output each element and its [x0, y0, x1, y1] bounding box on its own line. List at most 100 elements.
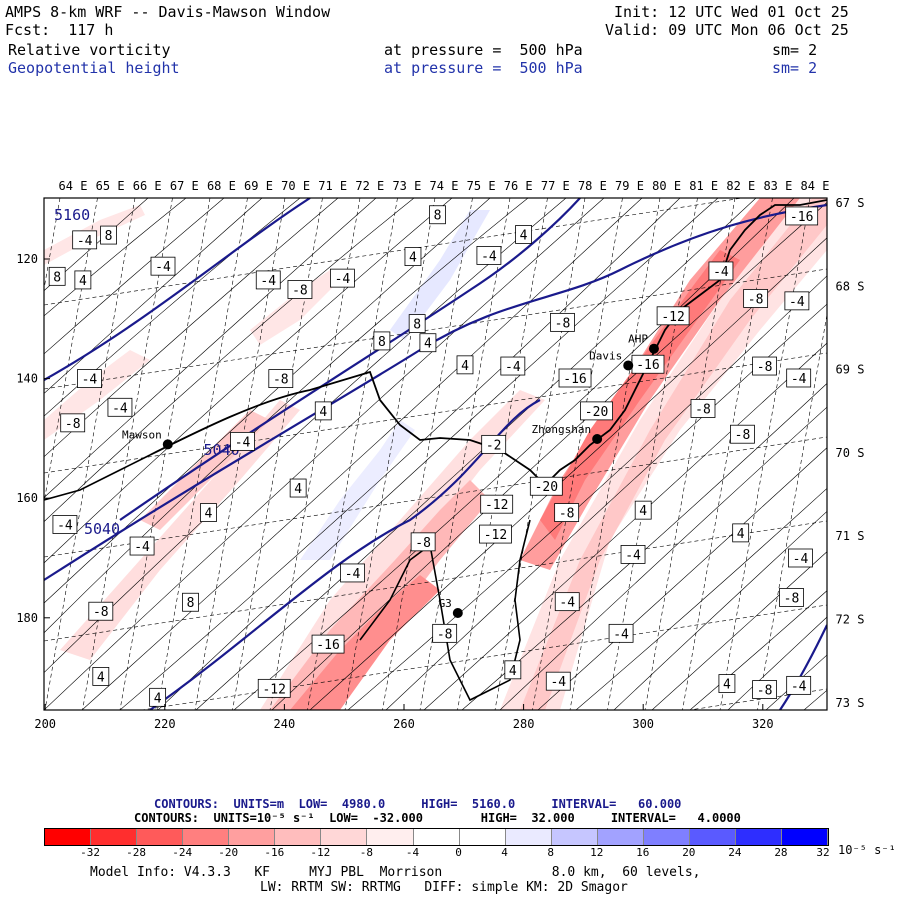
lon-label: 69 E [244, 179, 273, 193]
color-bar-segment [459, 829, 506, 845]
vorticity-label-box [690, 399, 716, 418]
vorticity-label: -8 [437, 627, 453, 642]
vorticity-label-box [580, 401, 613, 421]
vorticity-label-box [634, 500, 652, 520]
vorticity-label-box [730, 424, 755, 444]
vorticity-label-box [786, 675, 812, 695]
color-bar-segment [413, 829, 460, 845]
color-bar-segment [782, 829, 829, 845]
color-bar-value: -16 [264, 846, 285, 859]
color-bar-value: -12 [310, 846, 331, 859]
color-bar-segment [505, 829, 552, 845]
vorticity-label: 4 [520, 228, 528, 243]
color-bar-segment [275, 829, 322, 845]
vorticity-label: -20 [585, 405, 608, 420]
vorticity-label-box [432, 623, 458, 643]
vorticity-label: -8 [735, 428, 751, 443]
color-bar-segment [551, 829, 598, 845]
height-contour [779, 624, 827, 710]
color-bar-unit: 10⁻⁵ s⁻¹ [838, 843, 896, 857]
lat-label: 69 S [836, 363, 865, 377]
vorticity-label: -4 [505, 360, 521, 375]
lat-label: 72 S [836, 613, 865, 627]
vorticity-label: -8 [695, 402, 711, 417]
color-bar-segment [367, 829, 414, 845]
vorticity-label: 4 [509, 664, 517, 679]
vorticity-label-box [732, 523, 750, 543]
lon-label: 84 E [801, 179, 830, 193]
color-bar-value: -32 [80, 846, 100, 859]
vorticity-label-box [784, 291, 810, 311]
vorticity-label-box [785, 206, 819, 226]
color-bar-value: -28 [126, 846, 147, 859]
vorticity-label-box [456, 355, 474, 375]
x-tick-label: 300 [632, 717, 654, 731]
vorticity-label: -8 [559, 507, 575, 522]
map-title: AMPS 8-km WRF -- Davis-Mawson Window [5, 3, 331, 21]
color-bar-value: 4 [501, 846, 508, 859]
vorticity-label-box [504, 660, 522, 680]
vorticity-label: -8 [65, 417, 81, 432]
station-label: G3 [439, 597, 452, 610]
vorticity-label-box [752, 356, 777, 376]
vorticity-label: -4 [155, 260, 171, 275]
color-bar-segment [137, 829, 184, 845]
lon-label: 72 E [355, 179, 384, 193]
y-tick-label: 180 [16, 611, 38, 625]
vorticity-label: 4 [639, 504, 647, 519]
height-contour [44, 198, 311, 381]
lon-label: 80 E [652, 179, 681, 193]
vorticity-label-box [529, 476, 563, 496]
vorticity-label: 4 [154, 691, 162, 706]
vorticity-label-box [287, 280, 313, 299]
y-tick-label: 140 [16, 372, 38, 386]
vorticity-label-box [545, 671, 571, 691]
vorticity-label: 8 [187, 596, 195, 611]
vorticity-label-box [743, 289, 769, 308]
station-marker [592, 433, 603, 444]
field1-name: Relative vorticity [8, 41, 171, 59]
height-label: 5040 [84, 520, 120, 538]
x-tick-label: 260 [393, 717, 415, 731]
vorticity-label: -16 [636, 358, 659, 373]
vorticity-label: -4 [82, 373, 98, 388]
color-bar-value: -4 [405, 846, 420, 859]
vorticity-label-box [77, 369, 102, 388]
vorticity-label-box [550, 312, 575, 332]
height-contour [149, 399, 541, 710]
model-info: Model Info: V4.3.3 KF MYJ PBL Morrison 8… [90, 865, 701, 880]
vorticity-label-box [230, 431, 255, 451]
init-time: Init: 12 UTC Wed 01 Oct 25 [614, 3, 849, 21]
lon-label: 73 E [392, 179, 421, 193]
vorticity-label-box [150, 256, 176, 276]
vorticity-label-box [314, 401, 332, 421]
vorticity-label: -4 [481, 249, 497, 264]
station-marker [623, 360, 634, 371]
coastline-west [44, 454, 151, 501]
vorticity-label: -4 [789, 295, 805, 310]
vorticity-label: 4 [737, 527, 745, 542]
lat-label: 67 S [836, 196, 865, 210]
station-label: Davis [589, 349, 622, 362]
color-bar-segment [321, 829, 368, 845]
vorticity-label-box [500, 356, 526, 376]
vorticity-label-box [480, 494, 514, 514]
vorticity-label-box [419, 333, 437, 353]
color-bar-segment [45, 829, 92, 845]
station-marker [648, 343, 659, 354]
vorticity-label: -4 [793, 552, 809, 567]
lon-label: 82 E [726, 179, 755, 193]
vorticity-label-box [72, 230, 98, 250]
vorticity-label-box [200, 503, 217, 522]
vorticity-label-box [788, 548, 813, 568]
vorticity-label: -8 [757, 684, 773, 699]
vorticity-label-box [554, 592, 580, 612]
color-bar-labels: -32 -28 -24 -20 -16 -12 -8 -4 0 4 8 12 16 20 24 28 32 [44, 846, 844, 860]
vorticity-label-box [479, 524, 512, 544]
vorticity-label: -4 [613, 627, 629, 642]
color-bar-value: 8 [547, 846, 554, 859]
x-tick-label: 240 [274, 717, 296, 731]
vorticity-label: -4 [57, 519, 73, 534]
station-label: AHP [628, 333, 648, 346]
lat-label: 73 S [836, 696, 865, 710]
